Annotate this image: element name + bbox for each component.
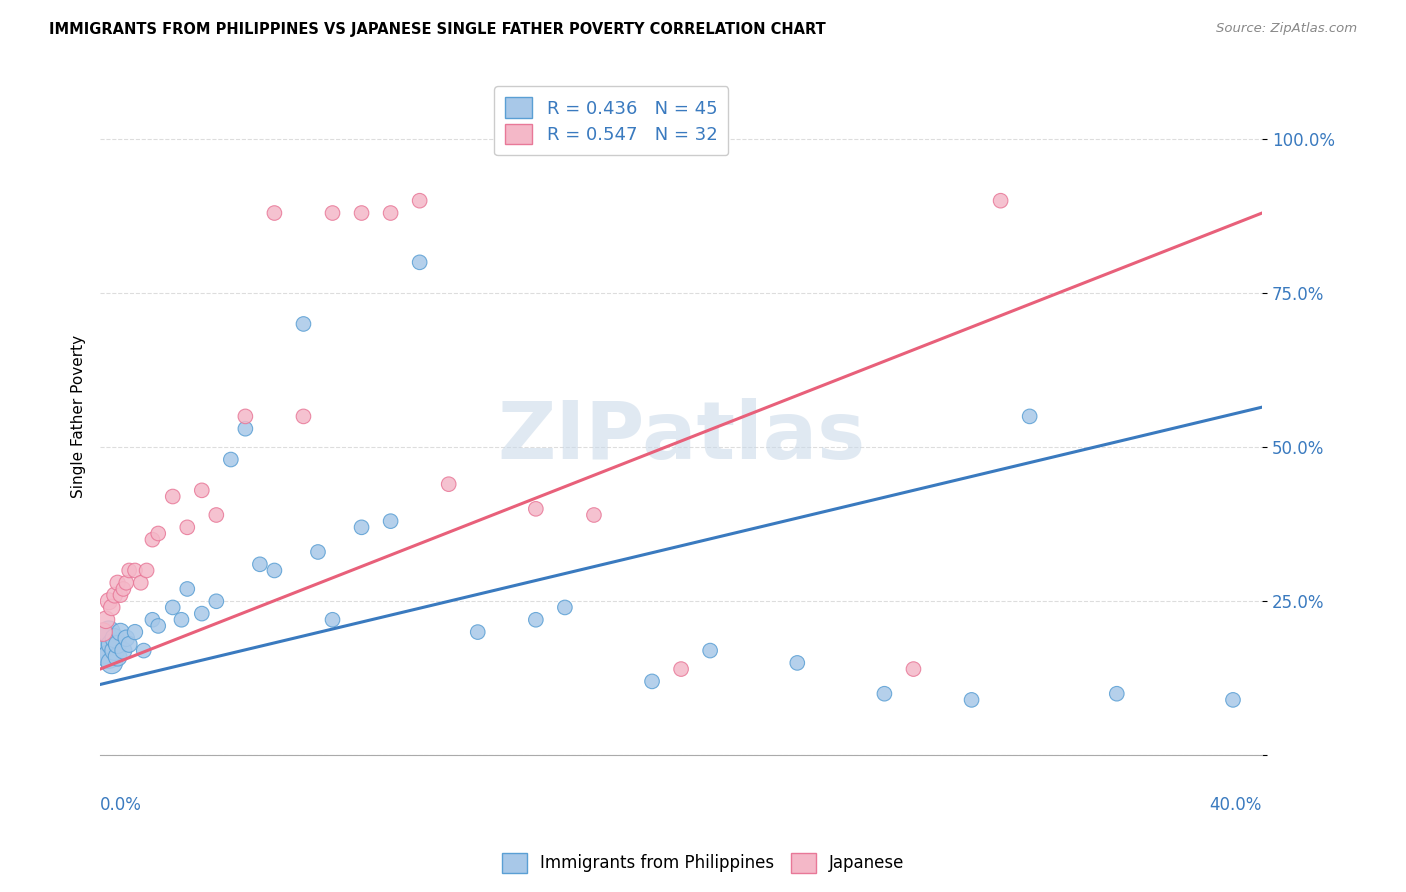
Point bbox=[100, 656, 122, 670]
Point bbox=[132, 643, 155, 657]
Text: IMMIGRANTS FROM PHILIPPINES VS JAPANESE SINGLE FATHER POVERTY CORRELATION CHART: IMMIGRANTS FROM PHILIPPINES VS JAPANESE … bbox=[49, 22, 825, 37]
Point bbox=[104, 632, 127, 646]
Point bbox=[124, 625, 146, 640]
Point bbox=[176, 520, 198, 534]
Point bbox=[350, 520, 373, 534]
Point bbox=[148, 526, 170, 541]
Point bbox=[162, 490, 184, 504]
Point bbox=[104, 588, 127, 602]
Point bbox=[97, 625, 120, 640]
Point bbox=[235, 422, 257, 436]
Point bbox=[135, 564, 157, 578]
Point bbox=[524, 501, 547, 516]
Point bbox=[292, 317, 315, 331]
Point bbox=[170, 613, 193, 627]
Point bbox=[141, 533, 163, 547]
Point bbox=[94, 613, 117, 627]
Text: Source: ZipAtlas.com: Source: ZipAtlas.com bbox=[1216, 22, 1357, 36]
Point bbox=[1018, 409, 1040, 424]
Point bbox=[467, 625, 489, 640]
Point bbox=[91, 637, 114, 651]
Point bbox=[307, 545, 329, 559]
Point bbox=[205, 508, 228, 522]
Point bbox=[699, 643, 721, 657]
Point bbox=[107, 649, 129, 664]
Point bbox=[350, 206, 373, 220]
Point bbox=[94, 632, 117, 646]
Point bbox=[110, 625, 132, 640]
Point bbox=[873, 687, 896, 701]
Point bbox=[1222, 693, 1244, 707]
Point bbox=[118, 637, 141, 651]
Point bbox=[235, 409, 257, 424]
Point bbox=[321, 613, 343, 627]
Point bbox=[148, 619, 170, 633]
Point bbox=[960, 693, 983, 707]
Point bbox=[100, 637, 122, 651]
Point bbox=[191, 607, 214, 621]
Point bbox=[408, 194, 430, 208]
Point bbox=[554, 600, 576, 615]
Point bbox=[524, 613, 547, 627]
Point bbox=[124, 564, 146, 578]
Point bbox=[1105, 687, 1128, 701]
Point bbox=[97, 649, 120, 664]
Point bbox=[408, 255, 430, 269]
Point bbox=[321, 206, 343, 220]
Point bbox=[249, 558, 271, 572]
Point bbox=[786, 656, 808, 670]
Point bbox=[263, 206, 285, 220]
Point bbox=[91, 625, 114, 640]
Point bbox=[176, 582, 198, 596]
Y-axis label: Single Father Poverty: Single Father Poverty bbox=[72, 334, 86, 498]
Point bbox=[582, 508, 605, 522]
Point bbox=[219, 452, 242, 467]
Text: 0.0%: 0.0% bbox=[100, 796, 142, 814]
Point bbox=[669, 662, 692, 676]
Point bbox=[97, 594, 120, 608]
Point bbox=[115, 632, 138, 646]
Legend: Immigrants from Philippines, Japanese: Immigrants from Philippines, Japanese bbox=[495, 847, 911, 880]
Point bbox=[118, 564, 141, 578]
Point bbox=[112, 582, 135, 596]
Point bbox=[437, 477, 460, 491]
Text: 40.0%: 40.0% bbox=[1209, 796, 1263, 814]
Point bbox=[205, 594, 228, 608]
Point bbox=[107, 575, 129, 590]
Point bbox=[292, 409, 315, 424]
Point bbox=[990, 194, 1012, 208]
Point bbox=[129, 575, 152, 590]
Point bbox=[115, 575, 138, 590]
Point bbox=[380, 514, 402, 528]
Text: ZIPatlas: ZIPatlas bbox=[496, 398, 865, 475]
Point bbox=[380, 206, 402, 220]
Point bbox=[112, 643, 135, 657]
Point bbox=[903, 662, 925, 676]
Point bbox=[104, 643, 127, 657]
Point bbox=[162, 600, 184, 615]
Point bbox=[263, 564, 285, 578]
Point bbox=[107, 637, 129, 651]
Point bbox=[141, 613, 163, 627]
Legend: R = 0.436   N = 45, R = 0.547   N = 32: R = 0.436 N = 45, R = 0.547 N = 32 bbox=[495, 87, 728, 155]
Point bbox=[110, 588, 132, 602]
Point bbox=[94, 643, 117, 657]
Point bbox=[100, 600, 122, 615]
Point bbox=[641, 674, 664, 689]
Point bbox=[191, 483, 214, 498]
